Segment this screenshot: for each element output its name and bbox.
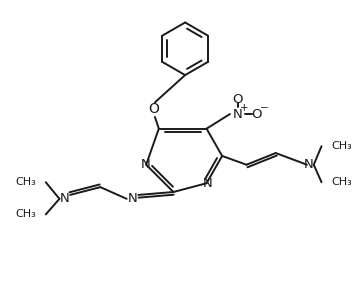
Text: CH₃: CH₃ [331, 141, 352, 151]
Text: N: N [202, 177, 212, 190]
Text: N: N [304, 158, 314, 171]
Text: O: O [233, 93, 243, 106]
Text: O: O [251, 107, 262, 120]
Text: +: + [240, 103, 249, 113]
Text: CH₃: CH₃ [331, 177, 352, 187]
Text: N: N [59, 192, 69, 205]
Text: N: N [233, 107, 242, 120]
Text: N: N [128, 192, 137, 205]
Text: CH₃: CH₃ [15, 177, 36, 187]
Text: CH₃: CH₃ [15, 209, 36, 219]
Text: O: O [149, 102, 159, 116]
Text: −: − [260, 103, 268, 113]
Text: N: N [140, 158, 150, 171]
